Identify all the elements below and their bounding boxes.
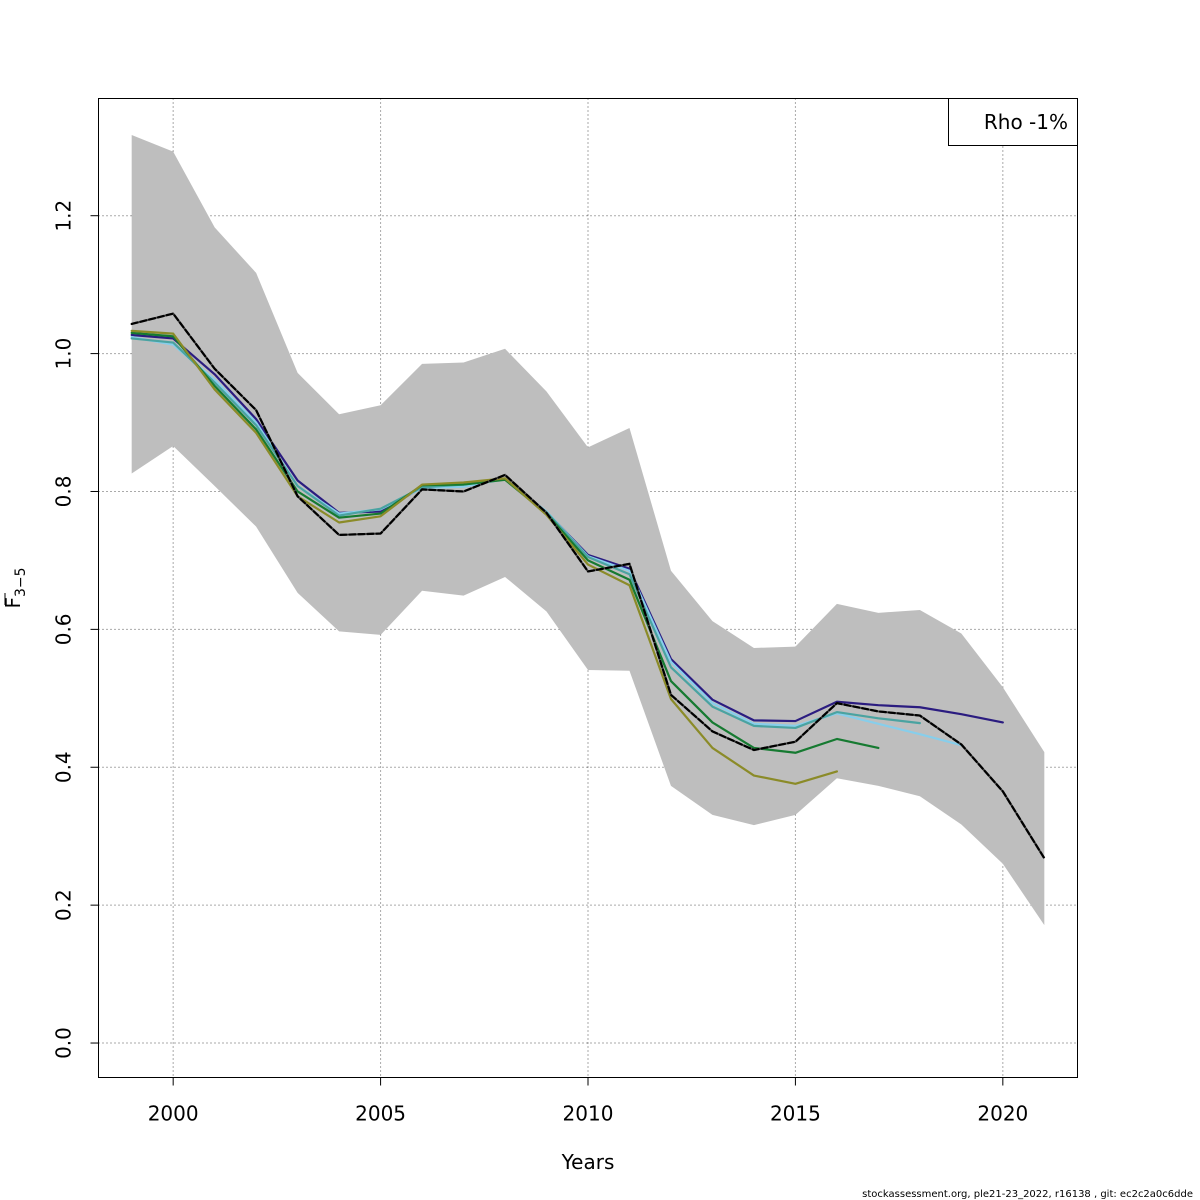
series-line bbox=[130, 329, 838, 785]
legend: Rho -1% bbox=[948, 98, 1078, 146]
svg-text:F3−5: F3−5 bbox=[1, 567, 29, 608]
y-tick-label: 0.0 bbox=[52, 1027, 76, 1059]
y-tick-label: 0.2 bbox=[52, 889, 76, 921]
y-tick-label: 1.2 bbox=[52, 200, 76, 232]
y-axis: 0.0 0.2 0.4 0.6 0.8 1.0 1.2 bbox=[52, 200, 99, 1059]
series-line bbox=[130, 312, 1046, 860]
confidence-band bbox=[131, 135, 1045, 926]
x-axis: 2000 2005 2010 2015 2020 bbox=[148, 1077, 1028, 1126]
x-tick-label: 2005 bbox=[355, 1102, 406, 1126]
y-tick-label: 0.4 bbox=[52, 751, 76, 783]
x-tick-label: 2000 bbox=[148, 1102, 199, 1126]
x-axis-title: Years bbox=[561, 1150, 615, 1174]
y-axis-title-sub: 3−5 bbox=[13, 567, 29, 597]
legend-text: Rho -1% bbox=[984, 110, 1068, 134]
y-tick-label: 0.6 bbox=[52, 613, 76, 645]
series-lines bbox=[130, 312, 1046, 860]
x-tick-label: 2015 bbox=[770, 1102, 821, 1126]
y-tick-label: 0.8 bbox=[52, 476, 76, 508]
x-tick-label: 2020 bbox=[977, 1102, 1028, 1126]
x-tick-label: 2010 bbox=[563, 1102, 614, 1126]
y-axis-title-main: F bbox=[1, 597, 25, 609]
legend-box bbox=[948, 98, 1078, 146]
y-axis-title: F3−5 bbox=[1, 567, 29, 608]
footer-text: stockassessment.org, ple21-23_2022, r161… bbox=[862, 1189, 1193, 1200]
y-tick-label: 1.0 bbox=[52, 338, 76, 370]
